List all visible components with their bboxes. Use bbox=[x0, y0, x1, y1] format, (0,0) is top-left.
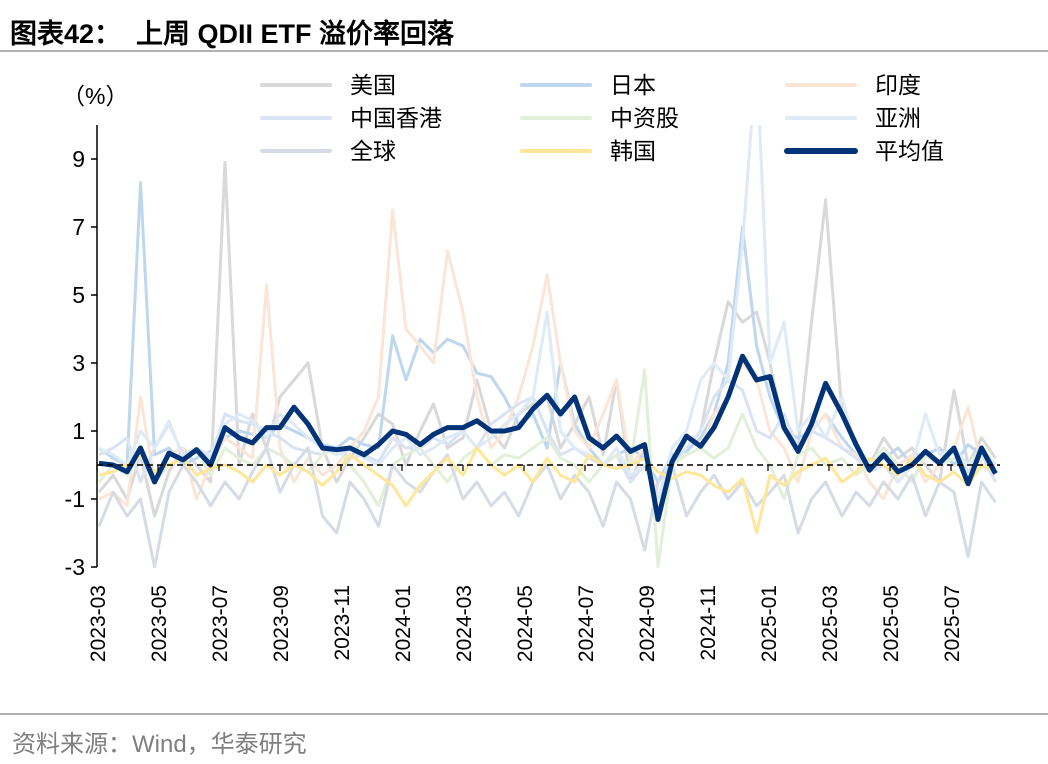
legend-label: 韩国 bbox=[610, 139, 656, 165]
series-line-8 bbox=[98, 353, 998, 522]
x-tick-label: 2024-03 bbox=[453, 585, 476, 662]
title-divider bbox=[0, 50, 1048, 52]
x-tick-label: 2023-09 bbox=[270, 585, 293, 662]
x-tick-label: 2025-03 bbox=[819, 585, 842, 662]
source-divider bbox=[0, 713, 1048, 715]
y-tick-label: 1 bbox=[72, 418, 85, 444]
series-layer bbox=[97, 125, 998, 568]
x-tick-label: 2023-07 bbox=[209, 585, 232, 662]
x-tick-label: 2025-01 bbox=[758, 585, 781, 662]
x-tick-label: 2025-05 bbox=[880, 585, 903, 662]
x-tick-label: 2024-01 bbox=[392, 585, 415, 662]
legend-label: 全球 bbox=[350, 139, 396, 165]
x-tick-label: 2023-11 bbox=[331, 585, 354, 661]
legend-label: 美国 bbox=[350, 73, 396, 99]
x-tick-label: 2024-07 bbox=[575, 585, 598, 662]
legend-label: 亚洲 bbox=[875, 106, 921, 132]
y-tick-label: 7 bbox=[72, 214, 85, 240]
x-tick-label: 2023-03 bbox=[87, 585, 110, 662]
series-line-7 bbox=[98, 446, 997, 535]
y-tick-label: 9 bbox=[72, 146, 85, 172]
x-tick-label: 2023-05 bbox=[148, 585, 171, 662]
series-line-4 bbox=[97, 368, 997, 568]
legend-label: 平均值 bbox=[875, 139, 944, 165]
y-axis-unit: （%） bbox=[62, 83, 128, 109]
y-tick-label: -1 bbox=[65, 486, 85, 512]
legend-label: 中国香港 bbox=[350, 106, 442, 132]
series-line-1 bbox=[98, 181, 997, 484]
x-tick-label: 2025-07 bbox=[941, 585, 964, 662]
x-tick-label: 2024-11 bbox=[697, 585, 720, 661]
x-tick-label: 2024-09 bbox=[636, 585, 659, 662]
series-line-5 bbox=[98, 125, 997, 501]
legend-label: 印度 bbox=[875, 73, 921, 99]
source-note: 资料来源：Wind，华泰研究 bbox=[12, 731, 307, 758]
y-tick-label: 5 bbox=[72, 282, 85, 308]
figure-title: 图表42： 上周 QDII ETF 溢价率回落 bbox=[10, 19, 455, 49]
y-tick-label: 3 bbox=[72, 350, 85, 376]
legend-label: 日本 bbox=[610, 73, 656, 99]
series-line-3 bbox=[98, 378, 997, 501]
y-tick-label: -3 bbox=[65, 554, 85, 580]
x-tick-label: 2024-05 bbox=[514, 585, 537, 662]
axis-layer: -3 -1 1 3 5 7 9 2023-03 2023-05 2023-07 2023-09 202… bbox=[65, 125, 1000, 662]
legend-label: 中资股 bbox=[610, 106, 679, 132]
